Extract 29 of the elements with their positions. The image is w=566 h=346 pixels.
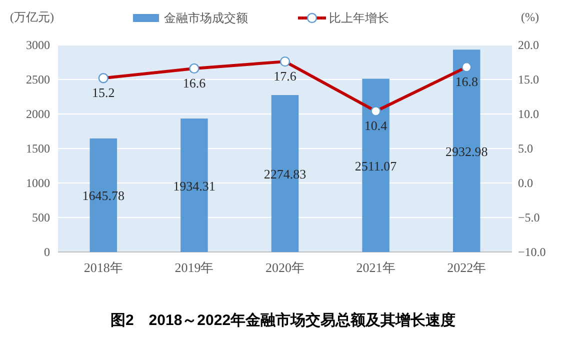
y-tick-label: 2500 (26, 72, 50, 86)
y2-tick-label: −5.0 (518, 210, 540, 224)
legend-label: 比上年增长 (329, 11, 389, 25)
data-label: 10.4 (364, 118, 388, 134)
y2-tick-label: 20.0 (518, 38, 539, 52)
y2-tick-label: 10.0 (518, 107, 539, 121)
x-tick-label: 2022年 (447, 260, 486, 275)
y-tick-label: 500 (32, 210, 50, 224)
x-tick-label: 2019年 (174, 260, 214, 275)
data-label: 17.6 (274, 68, 297, 84)
x-tick-label: 2020年 (266, 260, 304, 275)
y-tick-label: 1500 (26, 142, 50, 156)
y-tick-label: 1000 (26, 176, 50, 190)
y-tick-label: 3000 (26, 38, 50, 52)
data-label: 16.6 (182, 75, 206, 90)
x-tick-label: 2021年 (356, 260, 396, 275)
data-label: 16.8 (455, 74, 478, 90)
legend-label: 金融市场成交额 (164, 11, 248, 25)
data-label: 15.2 (92, 85, 115, 100)
y-tick-label: 0 (44, 245, 50, 259)
y-tick-label: 2000 (26, 107, 50, 121)
y2-tick-label: 15.0 (518, 72, 539, 86)
y-axis-title: (万亿元) (10, 10, 54, 24)
x-tick-label: 2018年 (84, 260, 123, 275)
text: 图2 2018～2022年金融市场交易总额及其增长速度 (110, 311, 456, 329)
y2-tick-label: 0.0 (518, 176, 533, 190)
y2-axis-title: (%) (521, 10, 539, 24)
y2-tick-label: −10.0 (518, 245, 546, 259)
y2-tick-label: 5.0 (518, 142, 533, 156)
